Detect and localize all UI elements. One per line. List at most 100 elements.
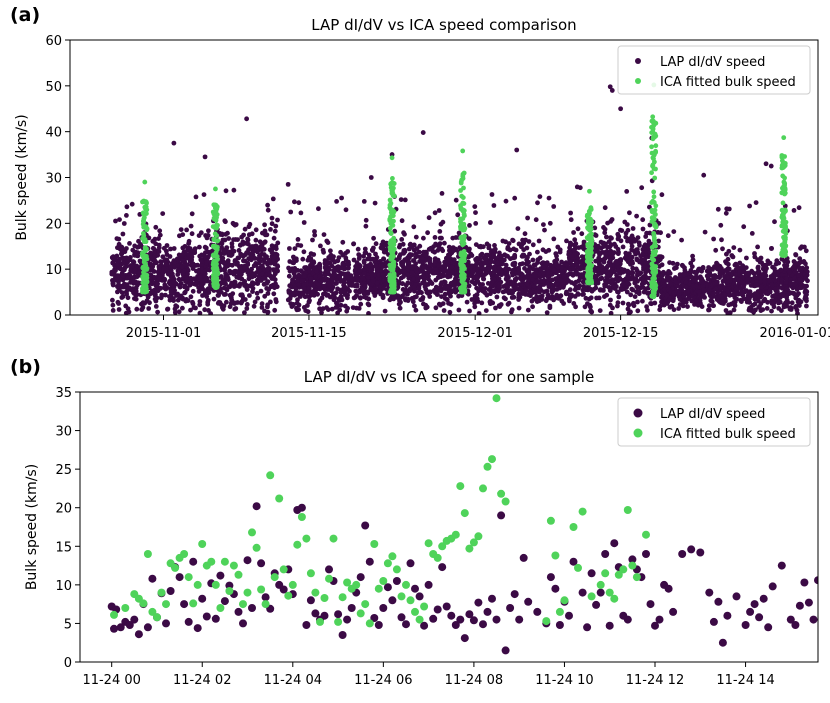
- lap-point: [604, 292, 610, 298]
- lap-point: [517, 261, 523, 267]
- lap-point: [545, 274, 551, 279]
- lap-point: [597, 308, 603, 313]
- lap-point: [661, 269, 666, 275]
- lap-point: [158, 259, 164, 265]
- lap-point: [617, 277, 623, 282]
- lap-point: [464, 299, 470, 305]
- lap-point: [349, 276, 355, 282]
- lap-point: [574, 184, 580, 190]
- lap-point: [551, 267, 557, 273]
- lap-point: [184, 227, 190, 233]
- lap-point: [414, 269, 420, 274]
- lap-point: [496, 276, 502, 282]
- lap-point: [469, 279, 475, 285]
- lap-point: [162, 276, 168, 282]
- lap-point: [228, 301, 234, 306]
- lap-point: [436, 208, 442, 213]
- lap-point: [329, 263, 335, 269]
- lap-point: [414, 246, 420, 252]
- lap-point: [574, 263, 579, 268]
- lap-point: [725, 288, 730, 294]
- lap-point: [425, 230, 430, 236]
- lap-point: [615, 289, 621, 295]
- lap-point: [229, 244, 235, 250]
- ica-point: [141, 284, 146, 290]
- lap-point: [718, 222, 724, 228]
- ica-point: [141, 219, 146, 225]
- lap-point: [127, 241, 132, 246]
- lap-point: [478, 262, 483, 267]
- lap-point: [242, 226, 248, 232]
- lap-point: [128, 279, 134, 285]
- lap-point: [317, 286, 323, 292]
- lap-point: [421, 270, 426, 276]
- lap-point: [330, 257, 336, 263]
- lap-point: [145, 294, 151, 300]
- lap-point: [536, 238, 542, 244]
- lap-point: [699, 276, 704, 281]
- lap-point: [239, 292, 245, 298]
- lap-point: [184, 277, 190, 282]
- lap-point: [192, 250, 198, 256]
- lap-point: [342, 285, 348, 291]
- lap-point: [719, 268, 725, 273]
- lap-point: [264, 232, 270, 238]
- lap-point: [345, 305, 350, 311]
- lap-point: [219, 245, 225, 250]
- lap-point: [657, 307, 663, 313]
- lap-point: [114, 236, 120, 242]
- lap-point: [325, 307, 331, 312]
- lap-point: [741, 296, 747, 302]
- lap-point: [541, 289, 547, 295]
- lap-point: [273, 246, 279, 252]
- lap-point: [587, 286, 593, 292]
- lap-point: [328, 248, 333, 254]
- lap-point: [607, 262, 613, 268]
- lap-point: [221, 249, 227, 255]
- lap-point: [215, 300, 221, 306]
- lap-point: [351, 257, 357, 263]
- lap-point: [262, 293, 268, 299]
- lap-point: [163, 261, 169, 267]
- ica-point: [212, 205, 218, 211]
- lap-point: [507, 247, 513, 253]
- y-tick-label: 20: [45, 217, 62, 232]
- lap-point: [762, 279, 767, 285]
- lap-point: [486, 243, 492, 249]
- lap-point: [779, 308, 784, 313]
- lap-point: [632, 238, 637, 244]
- ica-point: [387, 275, 393, 281]
- lap-point: [252, 299, 258, 305]
- lap-point: [186, 241, 192, 247]
- lap-point: [255, 277, 260, 283]
- lap-point: [413, 234, 419, 240]
- lap-point: [197, 244, 202, 250]
- y-tick-label: 50: [45, 80, 62, 95]
- lap-point: [354, 260, 360, 266]
- lap-point: [289, 280, 295, 286]
- lap-point: [616, 294, 622, 300]
- lap-point: [302, 273, 307, 279]
- lap-point: [803, 276, 809, 281]
- lap-point: [221, 285, 227, 291]
- lap-point: [693, 283, 699, 289]
- lap-point: [182, 244, 188, 249]
- lap-point: [296, 200, 302, 206]
- lap-point: [337, 307, 343, 313]
- lap-point: [796, 205, 802, 211]
- lap-point: [530, 277, 536, 282]
- lap-point: [345, 265, 351, 271]
- lap-point: [437, 245, 442, 251]
- panel-label-b: (b): [10, 356, 41, 378]
- lap-point: [441, 279, 447, 285]
- lap-point: [363, 217, 369, 223]
- lap-point: [635, 288, 640, 294]
- lap-point: [365, 275, 371, 280]
- lap-point: [665, 233, 671, 239]
- lap-point: [583, 295, 589, 301]
- lap-point: [175, 291, 181, 297]
- lap-point: [487, 299, 493, 305]
- lap-point: [366, 252, 372, 258]
- lap-point: [531, 296, 537, 302]
